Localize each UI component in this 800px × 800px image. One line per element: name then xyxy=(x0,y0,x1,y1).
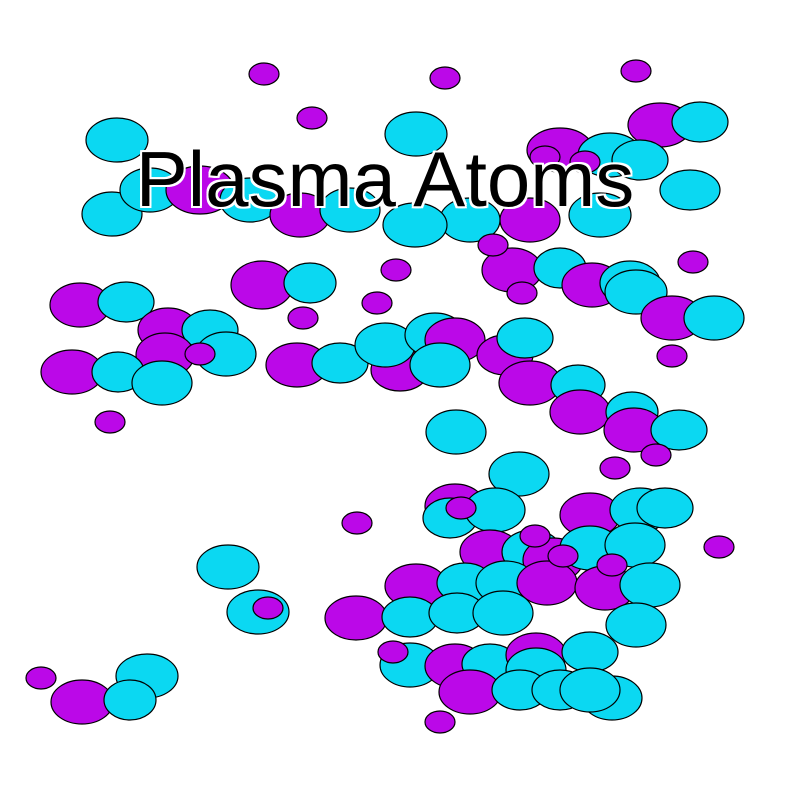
cyan-atom[interactable] xyxy=(561,631,619,673)
cyan-atom[interactable] xyxy=(496,317,554,359)
magenta-atom[interactable] xyxy=(547,544,579,568)
cyan-atom[interactable] xyxy=(425,409,487,455)
magenta-atom[interactable] xyxy=(599,456,631,480)
magenta-atom[interactable] xyxy=(569,150,601,174)
cyan-atom[interactable] xyxy=(409,342,471,388)
cyan-atom[interactable] xyxy=(650,409,708,451)
cyan-atom[interactable] xyxy=(196,544,260,590)
magenta-atom[interactable] xyxy=(380,258,412,282)
cyan-atom[interactable] xyxy=(559,667,621,713)
magenta-atom[interactable] xyxy=(287,306,319,330)
cyan-atom[interactable] xyxy=(611,139,669,181)
cyan-atom[interactable] xyxy=(85,117,149,163)
magenta-atom[interactable] xyxy=(324,595,388,641)
magenta-atom[interactable] xyxy=(429,66,461,90)
atoms-layer xyxy=(25,59,745,734)
magenta-atom[interactable] xyxy=(361,291,393,315)
magenta-atom[interactable] xyxy=(184,342,216,366)
magenta-atom[interactable] xyxy=(252,596,284,620)
cyan-atom[interactable] xyxy=(619,562,681,608)
magenta-atom[interactable] xyxy=(377,640,409,664)
cyan-atom[interactable] xyxy=(636,487,694,529)
magenta-atom[interactable] xyxy=(25,666,57,690)
cyan-atom[interactable] xyxy=(382,202,448,248)
magenta-atom[interactable] xyxy=(519,524,551,548)
magenta-atom[interactable] xyxy=(445,496,477,520)
cyan-atom[interactable] xyxy=(319,187,381,233)
magenta-atom[interactable] xyxy=(620,59,652,83)
magenta-atom[interactable] xyxy=(677,250,709,274)
cyan-atom[interactable] xyxy=(472,590,534,636)
cyan-atom[interactable] xyxy=(283,262,337,304)
cyan-atom[interactable] xyxy=(605,602,667,648)
magenta-atom[interactable] xyxy=(248,62,280,86)
magenta-atom[interactable] xyxy=(640,443,672,467)
magenta-atom[interactable] xyxy=(703,535,735,559)
magenta-atom[interactable] xyxy=(656,344,688,368)
magenta-atom[interactable] xyxy=(506,281,538,305)
magenta-atom[interactable] xyxy=(424,710,456,734)
cyan-atom[interactable] xyxy=(568,192,632,238)
magenta-atom[interactable] xyxy=(499,197,561,243)
magenta-atom[interactable] xyxy=(596,553,628,577)
cyan-atom[interactable] xyxy=(97,281,155,323)
cyan-atom[interactable] xyxy=(103,679,157,721)
cyan-atom[interactable] xyxy=(384,111,448,157)
cyan-atom[interactable] xyxy=(671,101,729,143)
cyan-atom[interactable] xyxy=(659,169,721,211)
magenta-atom[interactable] xyxy=(94,410,126,434)
magenta-atom[interactable] xyxy=(341,511,373,535)
cyan-atom[interactable] xyxy=(131,360,193,406)
magenta-atom[interactable] xyxy=(296,106,328,130)
magenta-atom[interactable] xyxy=(477,233,509,257)
cyan-atom[interactable] xyxy=(683,295,745,341)
magenta-atom[interactable] xyxy=(549,389,611,435)
magenta-atom[interactable] xyxy=(529,145,561,169)
